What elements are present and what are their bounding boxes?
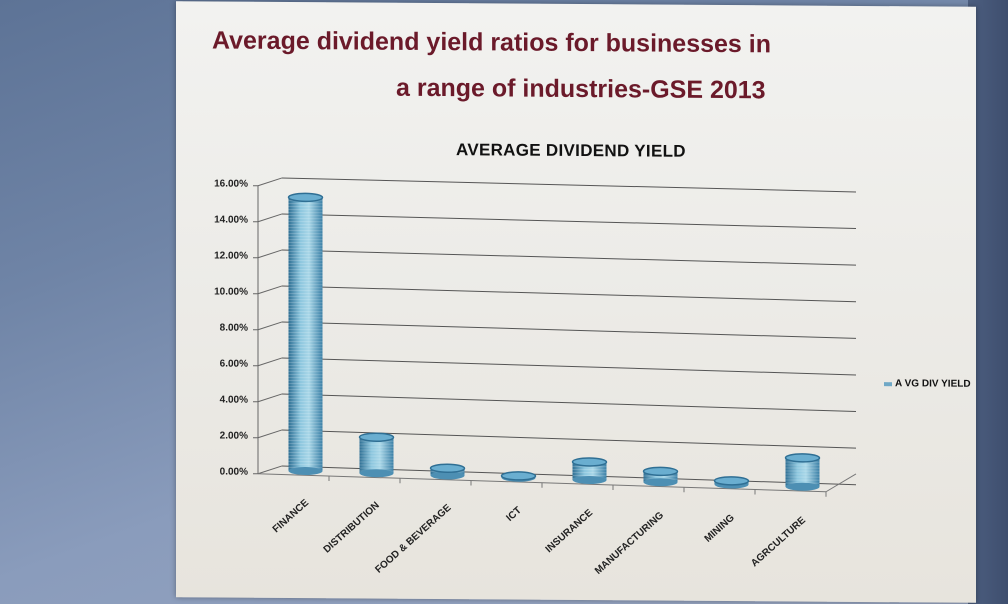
y-tick-label: 4.00% (219, 394, 248, 406)
bar-distribution (358, 432, 395, 478)
bar-ict (500, 471, 537, 482)
y-tick-label: 16.00% (214, 178, 248, 190)
chart-plot-area (253, 177, 857, 497)
y-tick-label: 8.00% (219, 322, 248, 334)
chart-legend: A VG DIV YIELD (884, 378, 971, 390)
bar-agrculture (784, 453, 821, 491)
y-tick-label: 2.00% (219, 430, 248, 442)
presentation-slide: Average dividend yield ratios for busine… (176, 1, 976, 603)
y-tick-label: 14.00% (214, 214, 248, 226)
legend-label: A VG DIV YIELD (895, 378, 971, 390)
bar-manufacturing (642, 466, 679, 487)
y-tick-label: 10.00% (214, 286, 248, 298)
bar-insurance (571, 457, 608, 484)
legend-swatch (884, 381, 892, 386)
bar-finance (287, 192, 324, 475)
y-tick-label: 12.00% (214, 250, 248, 262)
bar-mining (713, 476, 750, 489)
y-tick-label: 0.00% (219, 466, 248, 478)
bar-food-beverage (429, 463, 466, 480)
y-tick-label: 6.00% (219, 358, 248, 370)
